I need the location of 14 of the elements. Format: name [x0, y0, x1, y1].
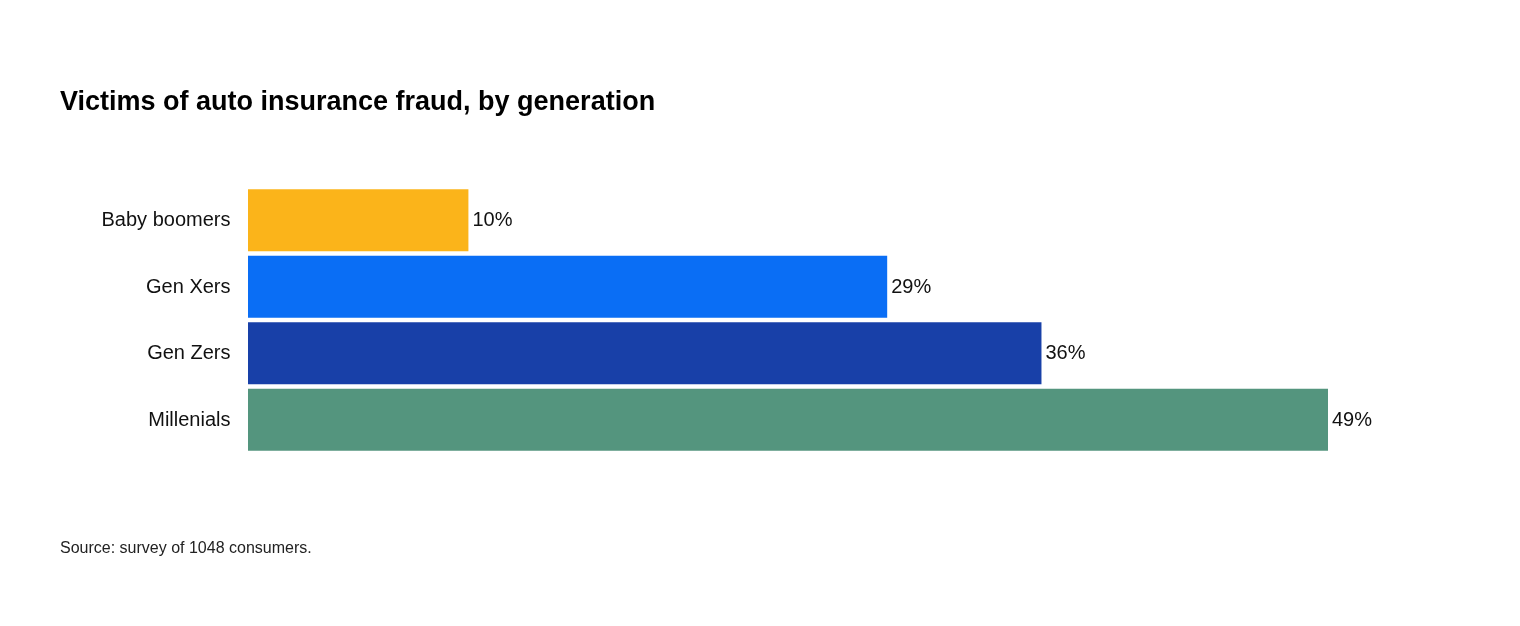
data-label: 36%: [1045, 341, 1086, 364]
y-tick-label: Millenials: [148, 407, 231, 430]
source-note: Source: survey of 1048 consumers.: [60, 539, 312, 556]
data-label: 29%: [891, 274, 932, 297]
bar: [248, 189, 469, 252]
bar: [248, 388, 1328, 451]
data-label: 10%: [472, 208, 513, 231]
y-tick-label: Gen Zers: [147, 341, 231, 364]
chart-title: Victims of auto insurance fraud, by generation: [60, 86, 656, 116]
bar: [248, 322, 1042, 385]
bar: [248, 255, 888, 318]
data-label: 49%: [1332, 407, 1373, 430]
y-tick-label: Baby boomers: [101, 208, 231, 231]
y-tick-label: Gen Xers: [146, 274, 231, 297]
